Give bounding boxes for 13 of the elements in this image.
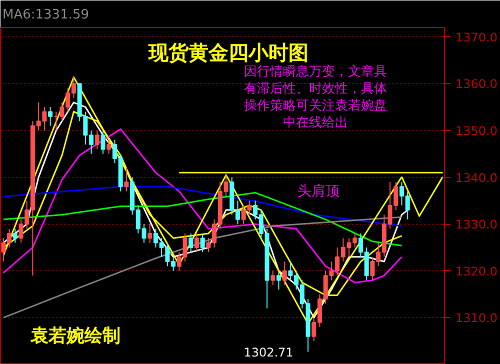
annotation: 袁若婉绘制 (30, 326, 120, 346)
annotation: 1302.71 (244, 346, 294, 360)
y-tick-label: 1330.0 (456, 218, 498, 232)
y-tick-label: 1310.0 (456, 311, 498, 326)
annotation: 头肩顶 (298, 184, 340, 200)
y-tick-label: 1360.0 (456, 77, 498, 92)
text: 现货黄金四小时图 (148, 40, 308, 64)
text: MA6:1331.59 (2, 8, 90, 22)
y-tick-label: 1350.0 (456, 124, 498, 138)
y-tick-label: 1320.0 (456, 264, 498, 278)
y-tick-label: 1340.0 (456, 170, 498, 185)
annotation: 因行情瞬息万变，文章具有滞后性、时效性，具体操作策略可关注袁若婉盘中在线给出 (244, 64, 387, 130)
y-tick-label: 1370.0 (456, 30, 498, 44)
